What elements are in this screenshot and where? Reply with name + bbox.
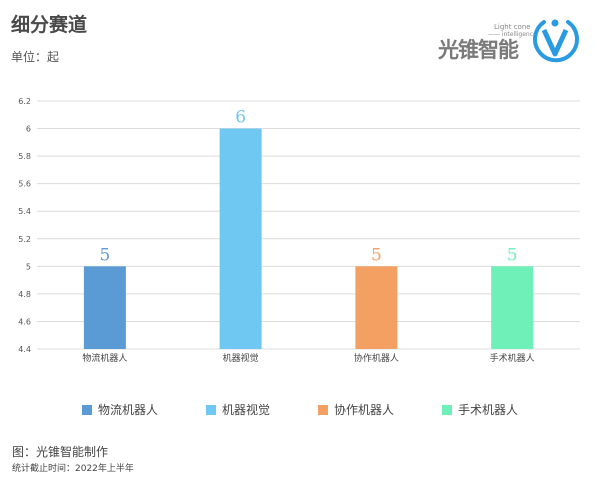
y-tick-label: 6.2 xyxy=(18,97,31,106)
y-tick-label: 5.6 xyxy=(18,180,31,189)
bar-2 xyxy=(355,266,398,349)
y-tick-label: 5 xyxy=(26,262,31,271)
x-tick-label: 机器视觉 xyxy=(223,352,259,364)
v-letter-circle-icon xyxy=(533,19,579,63)
y-tick-label: 5.2 xyxy=(18,235,31,244)
legend-swatch xyxy=(442,404,453,415)
bar-1 xyxy=(219,128,262,349)
y-axis-ticks: 4.4 4.6 4.8 5 5.2 5.4 5.6 5.8 6 6.2 xyxy=(18,97,31,354)
data-label: 5 xyxy=(507,245,518,265)
chart-grid xyxy=(37,100,580,350)
chart-legend: 物流机器人 机器视觉 协作机器人 手术机器人 xyxy=(0,401,600,418)
legend-label: 协作机器人 xyxy=(334,403,395,417)
bar-chart: 4.4 4.6 4.8 5 5.2 5.4 5.6 5.8 6 6.2 5 6 5 5 物流机器人 机器视… xyxy=(18,97,580,364)
legend-item: 协作机器人 xyxy=(318,401,394,418)
y-tick-label: 4.6 xyxy=(18,317,31,326)
logo-subtitle-2: —— intelligence xyxy=(488,31,537,38)
data-label: 5 xyxy=(99,245,110,265)
legend-item: 手术机器人 xyxy=(442,401,518,418)
x-tick-label: 协作机器人 xyxy=(354,352,399,364)
brand-logo: Light cone —— intelligence 光锥智能 xyxy=(438,12,588,68)
legend-label: 物流机器人 xyxy=(97,403,158,417)
x-tick-label: 手术机器人 xyxy=(490,352,535,364)
unit-label: 单位：起 xyxy=(11,50,60,64)
bar-3 xyxy=(491,266,534,349)
chart-bars: 5 6 5 5 xyxy=(83,108,534,349)
y-tick-label: 4.4 xyxy=(18,345,31,354)
legend-swatch xyxy=(81,404,92,415)
page-title: 细分赛道 xyxy=(11,14,88,36)
y-tick-label: 6 xyxy=(26,125,31,134)
logo-text: 光锥智能 xyxy=(438,38,519,62)
logo-subtitle-1: Light cone xyxy=(494,23,531,31)
data-label: 5 xyxy=(371,245,382,265)
legend-label: 机器视觉 xyxy=(221,403,270,417)
data-label: 6 xyxy=(235,108,246,128)
legend-item: 机器视觉 xyxy=(205,401,270,418)
legend-label: 手术机器人 xyxy=(458,403,519,417)
bar-0 xyxy=(83,266,126,349)
y-tick-label: 5.4 xyxy=(18,207,31,216)
x-tick-label: 物流机器人 xyxy=(82,352,127,364)
legend-swatch xyxy=(318,404,328,415)
y-tick-label: 4.8 xyxy=(18,290,31,299)
x-axis-ticks: 物流机器人 机器视觉 协作机器人 手术机器人 xyxy=(82,352,534,364)
legend-swatch xyxy=(205,404,216,415)
date-note: 统计截止时间：2022年上半年 xyxy=(12,464,134,474)
y-tick-label: 5.8 xyxy=(18,152,31,161)
legend-item: 物流机器人 xyxy=(81,401,158,418)
source-note: 图：光锥智能制作 xyxy=(12,445,109,459)
